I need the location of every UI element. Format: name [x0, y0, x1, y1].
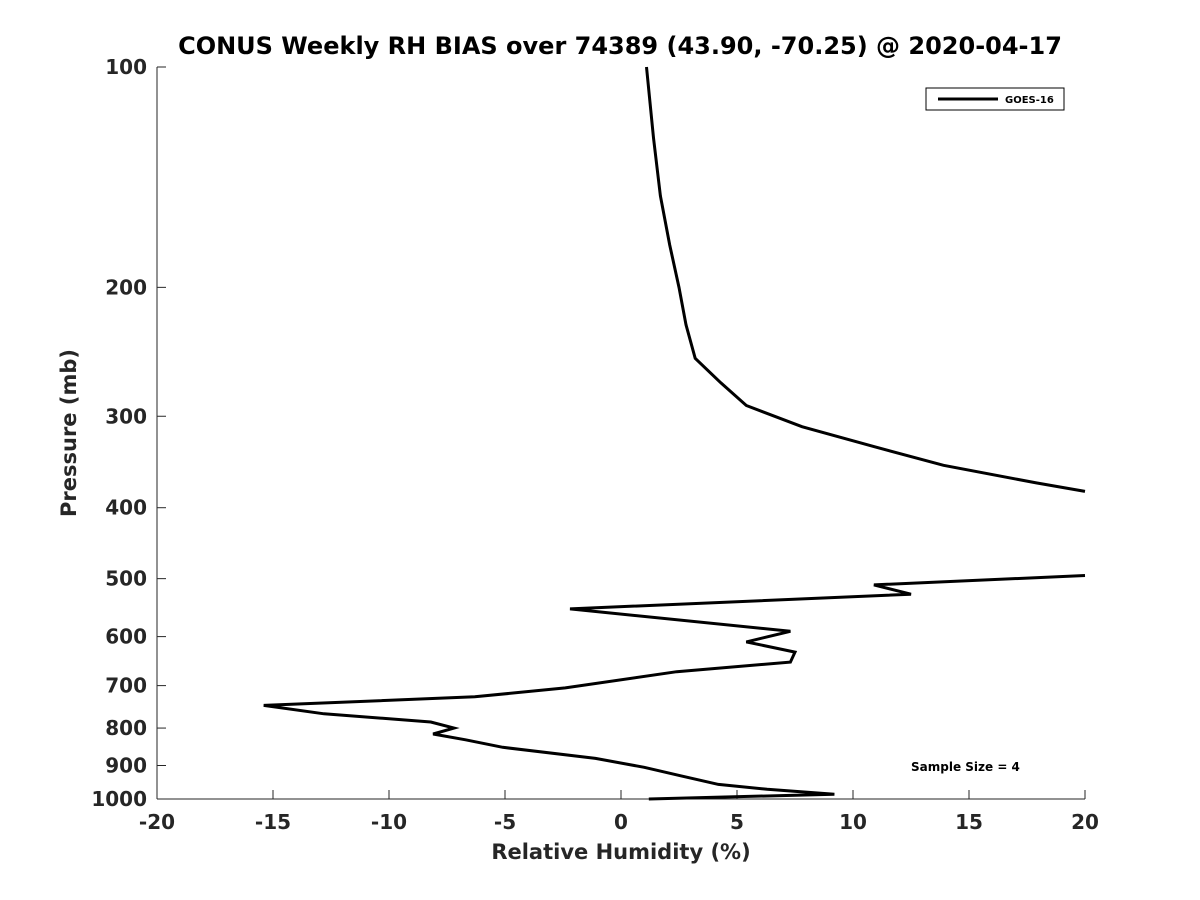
y-tick-label: 400	[105, 496, 147, 520]
legend: GOES-16	[925, 87, 1065, 111]
y-axis-ticks: 100 200 300 400 500 600 700 800 900 1000	[91, 55, 166, 811]
y-tick-label: 800	[105, 716, 147, 740]
y-tick-label: 300	[105, 404, 147, 428]
series-line-goes-16	[263, 574, 1086, 801]
y-tick-label: 200	[105, 275, 147, 299]
y-tick-label: 1000	[91, 787, 147, 811]
y-tick-label: 600	[105, 625, 147, 649]
x-axis-ticks: -20 -15 -10 -5 0 5 10 15 20	[139, 790, 1099, 834]
x-tick-label: -5	[494, 810, 516, 834]
y-tick-label: 500	[105, 567, 147, 591]
x-tick-label: 15	[955, 810, 983, 834]
y-tick-label: 700	[105, 674, 147, 698]
sample-size-annotation: Sample Size = 4	[911, 760, 1020, 774]
x-axis-label: Relative Humidity (%)	[491, 840, 750, 864]
plot-frame	[157, 67, 1085, 799]
series-line-goes-16	[645, 66, 1086, 493]
y-axis-label: Pressure (mb)	[57, 349, 81, 517]
x-tick-label: 0	[614, 810, 628, 834]
x-tick-label: 10	[839, 810, 867, 834]
plot-area	[156, 67, 1085, 800]
x-tick-label: 20	[1071, 810, 1099, 834]
y-tick-label: 100	[105, 55, 147, 79]
series-lines	[263, 66, 1086, 801]
x-tick-label: -10	[371, 810, 407, 834]
x-tick-label: -15	[255, 810, 291, 834]
y-tick-label: 900	[105, 754, 147, 778]
legend-label: GOES-16	[1005, 95, 1054, 106]
x-tick-label: 5	[730, 810, 744, 834]
chart-title: CONUS Weekly RH BIAS over 74389 (43.90, …	[178, 32, 1062, 60]
x-tick-label: -20	[139, 810, 175, 834]
